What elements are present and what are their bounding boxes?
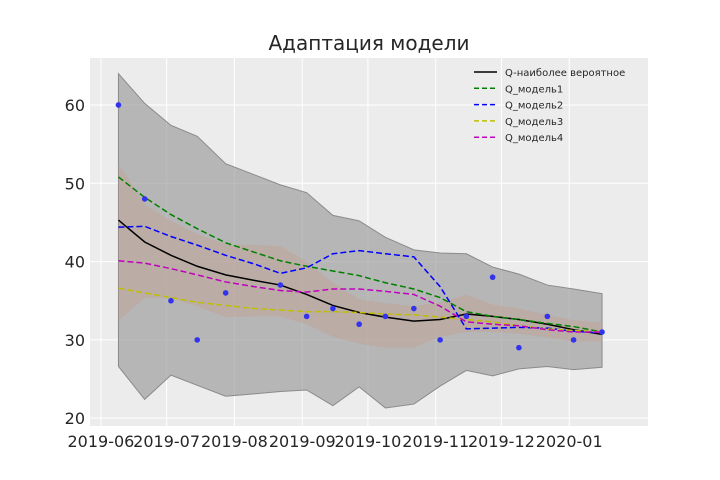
x-tick-label: 2020-01 [536,432,603,451]
observed-point [437,337,443,343]
series-line [118,225,603,334]
legend-label: Q_модель4 [505,133,563,144]
observed-point [599,329,605,335]
x-tick-label: 2019-06 [68,432,135,451]
series-line [118,260,603,333]
y-tick-label: 30 [65,331,85,350]
observed-points [115,102,605,351]
series-lines [117,176,603,336]
legend-label: Q-наиболее вероятное [505,68,625,79]
observed-point [115,102,122,108]
x-tick-label: 2019-10 [334,432,401,451]
x-tick-label: 2019-07 [133,432,200,451]
observed-point [570,337,577,343]
legend-label: Q_модель2 [505,101,563,112]
observed-point [141,196,148,202]
observed-point [463,313,470,320]
x-tick-label: 2019-09 [269,432,336,451]
observed-point [330,305,336,312]
observed-point [356,321,362,328]
observed-point [544,313,551,320]
observed-point [516,344,522,351]
confidence-bands [117,72,603,409]
legend-label: Q_модель1 [505,84,563,95]
inner-band [118,163,603,348]
observed-point [168,297,174,304]
outer-band [117,72,603,409]
observed-point [277,282,284,288]
observed-point [222,290,229,296]
chart-title: Адаптация модели [269,31,470,55]
series-line [117,219,603,336]
legend: Q-наиболее вероятное Q_модель1 Q_модель2 Q_… [474,68,625,144]
observed-point [382,313,389,320]
x-tick-label: 2019-12 [468,432,535,451]
x-tick-label: 2019-11 [402,432,469,451]
series-line [117,176,603,333]
legend-label: Q_модель3 [505,117,563,128]
observed-point [194,337,201,343]
y-tick-label: 60 [65,96,85,115]
y-tick-label: 50 [65,174,85,193]
observed-point [303,313,310,320]
x-tick-label: 2019-08 [201,432,268,451]
observed-point [411,305,417,312]
y-tick-labels: 20 30 40 50 60 [65,96,85,428]
observed-point [489,274,496,281]
y-tick-label: 40 [65,253,85,272]
y-tick-label: 20 [65,409,85,428]
